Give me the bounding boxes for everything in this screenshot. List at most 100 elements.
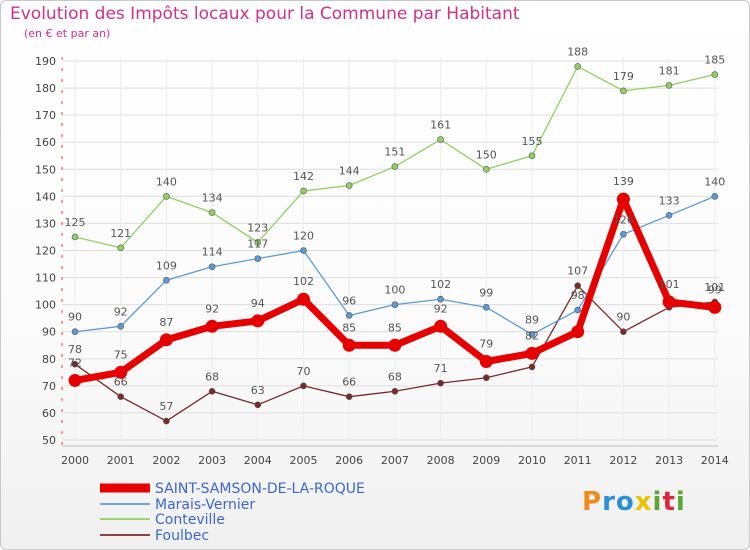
- data-label: 142: [293, 170, 314, 183]
- x-tick-label: 2001: [107, 454, 135, 467]
- data-point: [528, 152, 536, 160]
- x-tick-label: 2009: [472, 454, 500, 467]
- data-label: 123: [247, 221, 268, 234]
- x-tick-label: 2000: [61, 454, 89, 467]
- data-label: 139: [613, 175, 634, 188]
- x-tick-label: 2005: [290, 454, 318, 467]
- data-label: 102: [430, 278, 451, 291]
- x-tick-label: 2008: [427, 454, 455, 467]
- data-label: 107: [567, 265, 588, 278]
- data-point: [208, 387, 216, 395]
- y-tick-label: 90: [42, 326, 56, 339]
- logo-letter: i: [652, 487, 663, 517]
- data-label: 161: [430, 119, 451, 132]
- data-label: 121: [110, 227, 131, 240]
- data-label: 120: [293, 230, 314, 243]
- x-tick-label: 2013: [655, 454, 683, 467]
- data-label: 101: [704, 281, 725, 294]
- data-point: [254, 255, 262, 262]
- data-point: [620, 328, 627, 336]
- y-tick-label: 150: [35, 163, 56, 176]
- data-point: [163, 417, 170, 425]
- logo-letter: i: [675, 487, 686, 517]
- logo-letter: x: [634, 487, 653, 517]
- x-tick-label: 2010: [518, 454, 546, 467]
- data-point: [665, 212, 673, 219]
- y-tick-label: 60: [42, 407, 56, 420]
- data-point: [479, 354, 493, 368]
- data-point: [163, 193, 170, 200]
- data-label: 71: [434, 362, 448, 375]
- data-label: 70: [297, 365, 311, 378]
- data-point: [528, 363, 536, 371]
- data-point: [117, 322, 124, 330]
- data-point: [482, 165, 490, 173]
- data-point: [665, 82, 673, 89]
- data-label: 140: [704, 175, 725, 188]
- data-label: 94: [251, 297, 265, 310]
- data-label: 140: [156, 175, 177, 188]
- data-label: 179: [613, 70, 634, 83]
- data-point: [528, 331, 536, 338]
- data-label: 87: [159, 316, 173, 329]
- x-tick-label: 2006: [335, 454, 363, 467]
- data-point: [711, 71, 719, 78]
- data-label: 72: [68, 356, 82, 369]
- y-tick-label: 110: [35, 272, 56, 285]
- data-label: 114: [202, 246, 223, 259]
- y-tick-label: 50: [42, 434, 56, 447]
- data-label: 155: [522, 135, 543, 148]
- y-tick-label: 80: [42, 353, 56, 366]
- data-label: 66: [114, 376, 128, 389]
- data-label: 151: [384, 146, 405, 159]
- data-label: 134: [202, 192, 223, 205]
- data-point: [620, 87, 627, 95]
- data-label: 150: [476, 148, 497, 161]
- legend-label: Marais-Vernier: [155, 497, 255, 513]
- x-tick-label: 2007: [381, 454, 409, 467]
- data-point: [71, 233, 79, 241]
- data-point: [574, 282, 582, 289]
- data-point: [437, 295, 444, 303]
- data-label: 75: [114, 348, 128, 361]
- data-point: [300, 187, 307, 195]
- data-point: [117, 393, 124, 400]
- data-label: 181: [659, 64, 680, 77]
- data-point: [391, 387, 399, 395]
- data-point: [208, 209, 216, 216]
- data-label: 89: [525, 313, 539, 326]
- data-point: [574, 306, 582, 314]
- data-label: 117: [247, 238, 268, 251]
- data-label: 99: [479, 286, 493, 299]
- data-label: 90: [68, 311, 82, 324]
- data-label: 68: [388, 370, 402, 383]
- data-label: 126: [613, 213, 634, 226]
- data-point: [159, 333, 173, 347]
- data-label: 100: [384, 284, 405, 297]
- y-tick-label: 100: [35, 299, 56, 312]
- data-point: [437, 136, 444, 143]
- data-label: 133: [659, 194, 680, 207]
- data-point: [391, 163, 399, 170]
- data-label: 185: [704, 54, 725, 67]
- data-label: 144: [339, 165, 360, 178]
- logo-letter: P: [582, 487, 603, 517]
- data-label: 125: [65, 216, 86, 229]
- data-point: [163, 276, 170, 284]
- data-label: 78: [68, 343, 82, 356]
- data-point: [71, 360, 79, 368]
- legend-label: Foulbec: [155, 528, 209, 544]
- data-label: 188: [567, 45, 588, 58]
- data-label: 82: [525, 329, 539, 342]
- data-point: [300, 382, 307, 390]
- data-point: [391, 301, 399, 308]
- legend-label: SAINT-SAMSON-DE-LA-ROQUE: [155, 481, 365, 497]
- data-point: [297, 292, 310, 306]
- data-point: [525, 346, 539, 360]
- data-label: 102: [293, 275, 314, 288]
- data-point: [482, 304, 490, 311]
- data-point: [254, 401, 262, 409]
- data-point: [68, 373, 82, 387]
- y-tick-label: 130: [35, 217, 56, 230]
- data-point: [345, 182, 353, 189]
